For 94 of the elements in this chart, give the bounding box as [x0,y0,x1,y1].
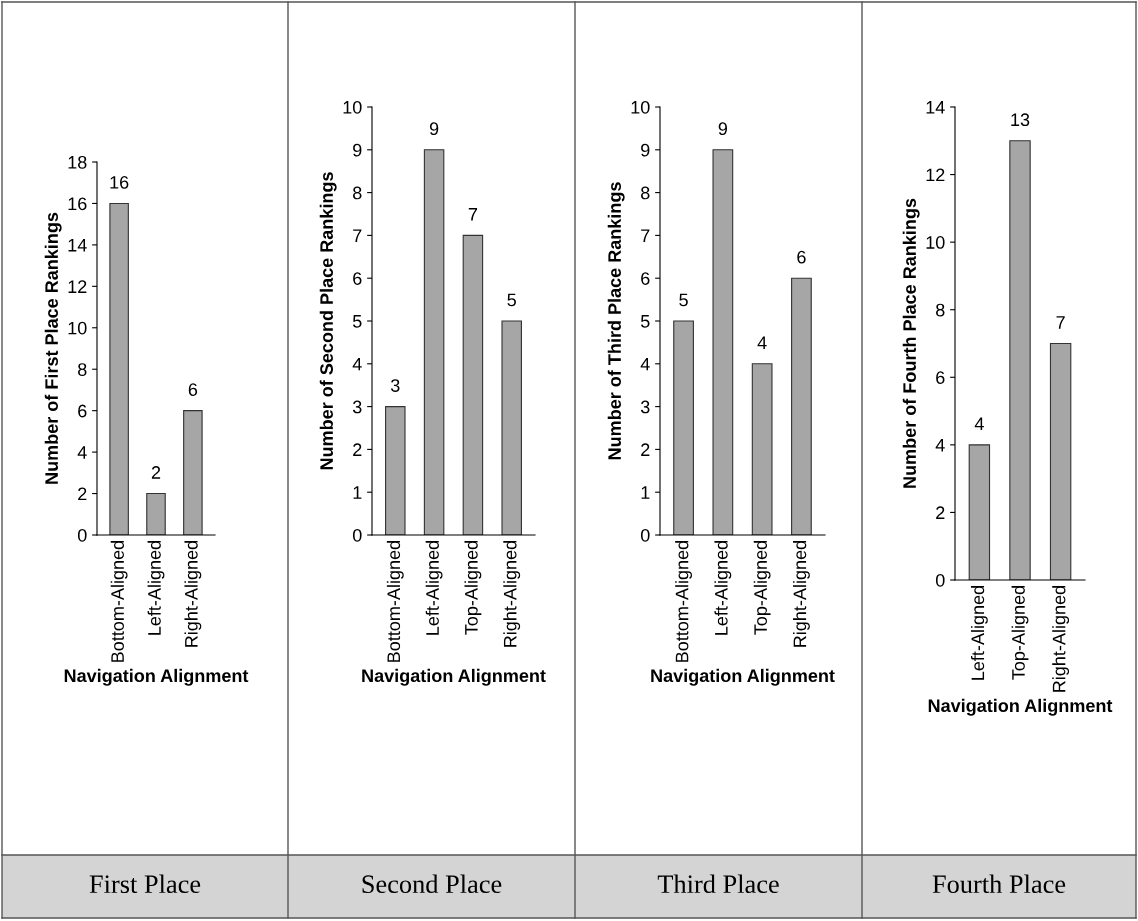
data-label: 5 [679,293,688,307]
y-axis-title: Number of Fourth Place Rankings [902,198,920,488]
y-tick-label: 6 [936,371,945,385]
x-axis-title: Navigation Alignment [928,698,1113,716]
y-tick-label: 0 [935,573,945,587]
y-tick-label: 2 [936,506,945,519]
y-tick-label: 5 [352,315,362,328]
bar [423,149,445,535]
y-tick-label: 10 [631,100,650,114]
x-axis-title: Navigation Alignment [651,668,835,686]
y-tick-label: 0 [352,528,362,542]
x-tick-label: Right-Aligned [1052,586,1070,692]
y-tick-label: 9 [641,143,650,157]
x-tick-label: Top-Aligned [753,541,771,635]
y-tick-label: 10 [343,100,362,114]
y-tick-label: 5 [640,315,650,328]
bar [673,320,694,535]
y-tick-label: 4 [640,357,650,371]
bar [791,277,812,535]
y-tick-label: 6 [641,272,650,285]
x-tick-label: Right-Aligned [184,541,202,647]
y-tick-label: 0 [640,528,650,542]
y-axis-title: Number of First Place Rankings [44,212,62,484]
y-tick-label: 10 [926,236,945,249]
y-tick-label: 9 [353,143,362,157]
data-label: 4 [757,336,767,349]
bar [146,493,166,535]
y-tick-label: 6 [353,272,362,285]
data-label: 16 [110,175,129,189]
x-axis-title: Navigation Alignment [64,668,249,686]
bar [183,410,203,535]
data-label: 5 [507,293,516,307]
y-tick-label: 2 [641,443,650,456]
y-tick-label: 8 [353,186,362,200]
data-label: 9 [429,122,439,136]
x-tick-label: Top-Aligned [464,541,482,635]
bar [1009,140,1031,580]
y-tick-label: 16 [68,197,87,211]
y-tick-label: 4 [77,446,87,459]
text: Second Place [362,874,502,894]
data-label: 7 [1056,316,1065,329]
text: Third Place [657,874,779,894]
y-tick-label: 14 [68,239,87,252]
text: First Place [89,874,201,894]
x-tick-label: Bottom-Aligned [110,541,128,662]
bar [501,320,522,535]
y-tick-label: 1 [641,486,650,499]
data-label: 4 [974,417,984,430]
y-tick-label: 2 [78,487,87,501]
y-tick-label: 1 [353,486,362,499]
data-label: 9 [718,122,728,136]
y-tick-label: 7 [641,229,650,242]
text: Fourth Place [932,874,1066,894]
y-tick-label: 12 [68,280,87,293]
data-label: 7 [468,208,478,221]
bar [751,363,773,535]
y-tick-label: 8 [78,363,87,376]
y-tick-label: 0 [77,528,87,542]
x-tick-label: Right-Aligned [503,541,521,647]
y-tick-label: 4 [352,357,362,371]
x-tick-label: Left-Aligned [147,541,165,635]
x-tick-label: Left-Aligned [714,541,732,635]
y-tick-label: 14 [926,101,945,114]
y-tick-label: 2 [353,443,362,456]
bar [968,444,991,580]
bar [109,202,129,535]
y-axis-title: Number of Third Place Rankings [607,182,625,460]
y-tick-label: 10 [68,321,87,335]
data-label: 6 [797,250,806,264]
y-tick-label: 12 [926,168,945,182]
y-tick-label: 6 [78,404,87,418]
x-tick-label: Bottom-Aligned [386,541,404,662]
data-label: 13 [1011,113,1030,127]
x-tick-label: Left-Aligned [425,541,443,635]
x-tick-label: Left-Aligned [970,586,988,680]
y-tick-label: 18 [68,155,87,169]
y-tick-label: 3 [352,400,362,414]
y-axis-title: Number of Second Place Rankings [319,172,337,470]
x-tick-label: Right-Aligned [793,541,810,647]
x-tick-label: Top-Aligned [1011,586,1029,680]
data-label: 3 [390,379,400,392]
bar [1049,342,1072,580]
x-tick-label: Bottom-Aligned [675,541,692,662]
y-tick-label: 8 [641,186,650,200]
y-tick-label: 7 [353,229,362,242]
y-tick-label: 8 [936,303,945,317]
data-label: 2 [151,466,161,479]
bar [385,406,406,535]
bar [712,149,734,535]
x-axis-title: Navigation Alignment [362,668,546,686]
data-label: 6 [188,383,198,396]
y-tick-label: 3 [640,400,650,414]
y-tick-label: 4 [935,438,945,452]
bar [462,234,484,535]
